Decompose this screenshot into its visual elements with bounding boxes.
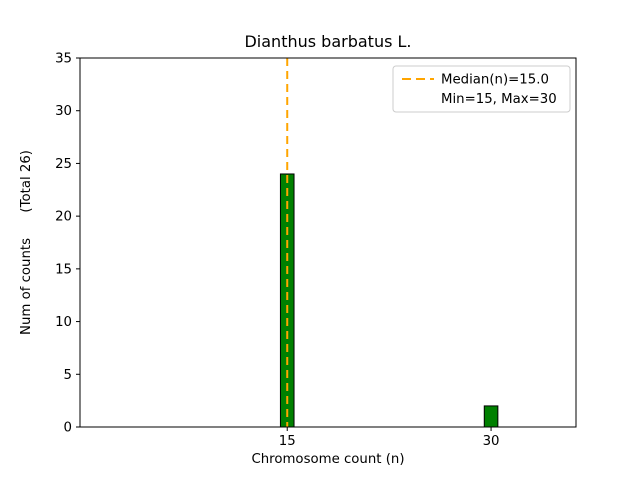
y-tick-label: 5 (64, 368, 72, 383)
y-tick-label: 0 (64, 421, 72, 436)
legend-box (392, 65, 571, 113)
y-tick-label: 15 (55, 262, 72, 277)
y-axis-label: Num of counts (Total 26) (19, 150, 34, 335)
plot-frame (79, 57, 577, 428)
y-tick-label: 30 (55, 104, 72, 119)
chart-title: Dianthus barbatus L. (244, 32, 411, 51)
y-tick-label: 35 (55, 52, 72, 67)
x-tick-label: 15 (279, 434, 296, 449)
y-tick-label: 10 (55, 315, 72, 330)
y-tick-label: 20 (55, 210, 72, 225)
y-tick-label: 25 (55, 157, 72, 172)
x-axis-label: Chromosome count (n) (251, 452, 404, 467)
bar (483, 405, 499, 428)
x-tick-label: 30 (483, 434, 500, 449)
legend-label-minmax: Min=15, Max=30 (441, 92, 557, 107)
legend-label-median: Median(n)=15.0 (441, 73, 549, 88)
